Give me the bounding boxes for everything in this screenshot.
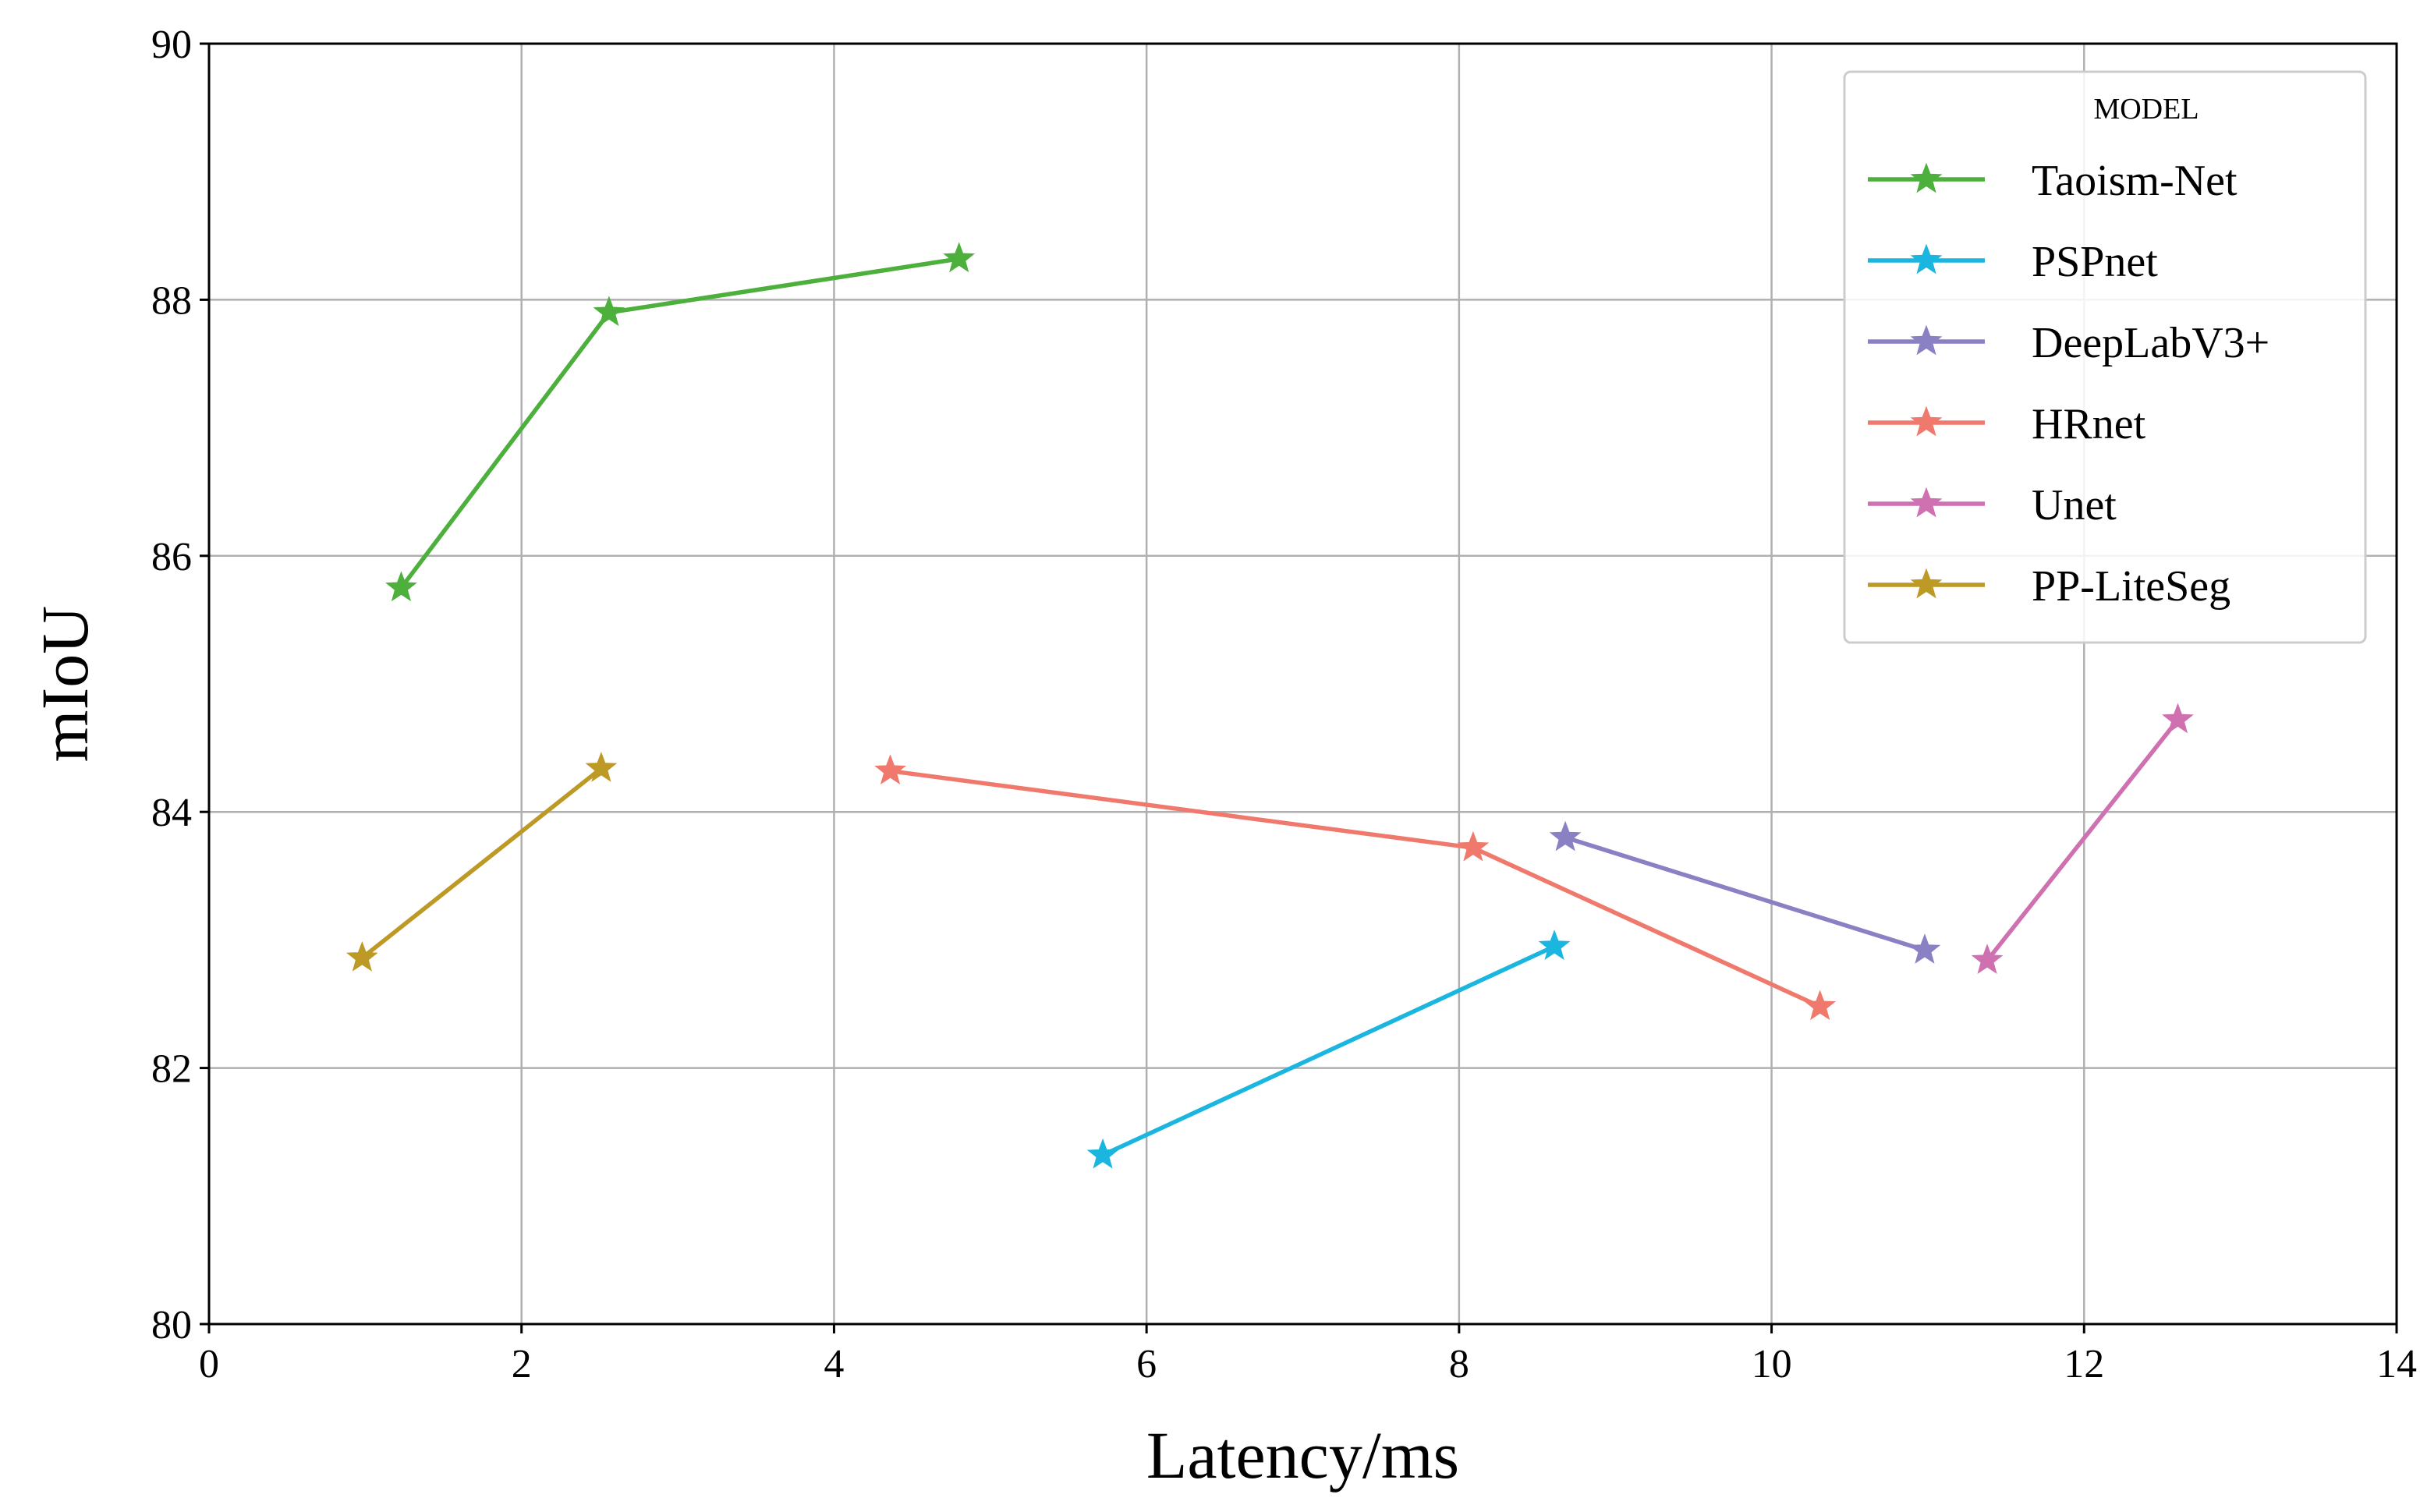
legend-label: Unet: [2032, 481, 2117, 529]
data-point: [2162, 703, 2194, 734]
data-point: [1971, 944, 2004, 975]
legend-item: Unet: [1868, 481, 2117, 529]
series-pp-liteseg: [345, 751, 618, 972]
x-tick-label: 4: [824, 1342, 844, 1386]
legend-marker: [1910, 162, 1943, 193]
data-point: [593, 296, 625, 327]
x-tick-label: 14: [2376, 1342, 2417, 1386]
x-tick-label: 6: [1136, 1342, 1157, 1386]
legend-marker: [1910, 324, 1943, 356]
y-tick-label: 88: [151, 278, 192, 323]
series-taoism-net: [385, 242, 976, 602]
legend-marker: [1910, 487, 1943, 518]
legend-label: HRnet: [2032, 400, 2146, 448]
series-hrnet: [874, 754, 1837, 1021]
y-tick-label: 80: [151, 1303, 192, 1347]
data-point: [385, 571, 417, 602]
legend-label: DeepLabV3+: [2032, 319, 2269, 367]
data-point: [874, 754, 906, 784]
legend-label: Taoism-Net: [2032, 157, 2238, 205]
series-line: [1101, 944, 1556, 1157]
data-point: [943, 242, 976, 273]
y-tick-label: 82: [151, 1047, 192, 1092]
data-point: [1908, 933, 1941, 964]
x-axis-label: Latency/ms: [1146, 1418, 1459, 1493]
y-axis-label: mIoU: [27, 606, 102, 763]
legend-items: Taoism-Net PSPnet DeepLabV3+ HRnet Unet PP-Li…: [1868, 157, 2269, 611]
series-deeplabv3-: [1549, 820, 1941, 964]
legend-item: Taoism-Net: [1868, 157, 2238, 205]
series-line: [1564, 835, 1926, 953]
x-tick-label: 10: [1752, 1342, 1792, 1386]
x-tick-label: 8: [1449, 1342, 1469, 1386]
data-point: [1538, 930, 1571, 960]
x-tick-label: 12: [2064, 1342, 2104, 1386]
series-pspnet: [1086, 930, 1571, 1169]
data-point: [345, 940, 378, 972]
legend-label: PP-LiteSeg: [2032, 562, 2230, 611]
plot-frame: [207, 42, 2398, 1326]
x-tick-label: 2: [512, 1342, 532, 1386]
x-axis-ticks: 0 2 4 6 8 10 12 14: [199, 1324, 2417, 1386]
series-line: [1985, 718, 2180, 962]
data-point: [1549, 820, 1582, 852]
legend: MODEL Taoism-Net PSPnet DeepLabV3+ HRnet Une…: [1843, 70, 2367, 644]
data-point: [1457, 830, 1490, 862]
y-tick-label: 86: [151, 535, 192, 579]
y-tick-label: 84: [151, 791, 192, 835]
legend-marker: [1910, 243, 1943, 274]
legend-title: MODEL: [2093, 93, 2199, 126]
legend-label: PSPnet: [2032, 238, 2158, 286]
legend-item: HRnet: [1868, 400, 2146, 448]
y-axis-ticks: 80 82 84 86 88 90: [151, 23, 209, 1347]
data-point: [1086, 1138, 1119, 1169]
series-unet: [1971, 703, 2194, 975]
series-group: [345, 242, 2194, 1169]
y-tick-label: 90: [151, 23, 192, 67]
x-tick-label: 0: [199, 1342, 219, 1386]
legend-marker: [1910, 405, 1943, 437]
legend-item: PSPnet: [1868, 238, 2158, 286]
series-line: [360, 767, 603, 960]
legend-item: DeepLabV3+: [1868, 319, 2269, 367]
data-point: [1804, 990, 1837, 1021]
legend-item: PP-LiteSeg: [1868, 562, 2230, 611]
legend-box: [1843, 70, 2367, 644]
data-point: [585, 751, 618, 782]
legend-marker: [1910, 568, 1943, 599]
